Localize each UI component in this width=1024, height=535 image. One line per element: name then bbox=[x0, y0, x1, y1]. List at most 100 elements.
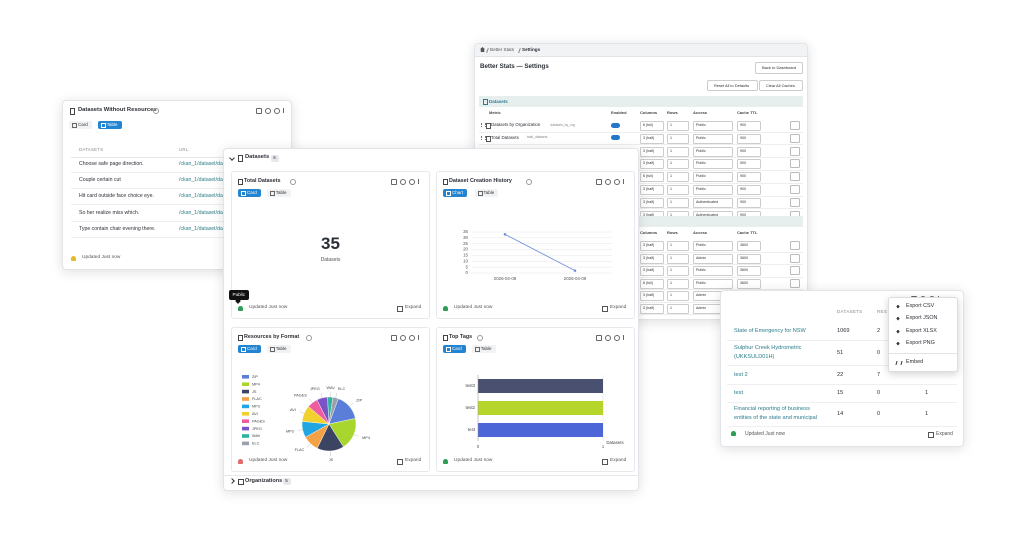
select[interactable]: 1 bbox=[667, 185, 689, 195]
breadcrumb[interactable]: Better Stats bbox=[490, 47, 515, 52]
select-value[interactable]: 3 (half) bbox=[643, 293, 655, 297]
select-value[interactable]: 6 (full) bbox=[643, 123, 653, 127]
view-tab[interactable]: Table bbox=[471, 345, 496, 353]
select-value[interactable]: 1 bbox=[670, 280, 672, 285]
expand-button[interactable]: Expand bbox=[610, 305, 627, 310]
select[interactable]: 900 bbox=[737, 172, 761, 183]
select[interactable]: 1 bbox=[667, 159, 689, 170]
select-value[interactable]: 3600 bbox=[740, 255, 748, 260]
button-label[interactable]: Back to Dashboard bbox=[762, 65, 797, 70]
tab-label[interactable]: Table bbox=[275, 346, 287, 351]
select[interactable]: Public bbox=[693, 159, 733, 170]
select-value[interactable]: 1 bbox=[670, 123, 672, 127]
select[interactable]: 3 (half) bbox=[640, 133, 664, 144]
reset-button[interactable]: Reset All to Defaults bbox=[707, 80, 758, 91]
toolbar-icon[interactable] bbox=[409, 335, 415, 341]
dataset-url[interactable]: /ckan_1/dataset/da bbox=[179, 177, 223, 184]
select-value[interactable]: Public bbox=[696, 148, 706, 153]
select-value[interactable]: 1 bbox=[670, 161, 672, 166]
select-value[interactable]: Admin bbox=[696, 255, 707, 260]
select-value[interactable]: 6 (full) bbox=[643, 174, 653, 179]
tab-label[interactable]: Table bbox=[483, 190, 495, 195]
toolbar-icon[interactable] bbox=[409, 179, 415, 185]
select[interactable]: 3 (half) bbox=[640, 159, 664, 170]
tab-label[interactable]: Card bbox=[452, 346, 462, 351]
edit-button[interactable] bbox=[790, 241, 800, 250]
dataset-url[interactable]: /ckan_1/dataset/da bbox=[179, 225, 223, 232]
select[interactable]: 3600 bbox=[737, 241, 761, 251]
select-value[interactable]: 3 (half) bbox=[643, 243, 655, 247]
select-value[interactable]: 900 bbox=[740, 148, 746, 153]
select[interactable]: 900 bbox=[737, 146, 761, 157]
select-value[interactable]: Public bbox=[696, 123, 706, 127]
toolbar-icon[interactable] bbox=[605, 179, 611, 185]
edit-button[interactable] bbox=[790, 172, 800, 182]
select-value[interactable]: 1 bbox=[670, 255, 672, 260]
edit-button[interactable] bbox=[790, 133, 800, 143]
toolbar-icon[interactable] bbox=[400, 335, 406, 341]
select-value[interactable]: Public bbox=[696, 187, 706, 191]
select[interactable]: Public bbox=[693, 185, 733, 195]
select-value[interactable]: Public bbox=[696, 268, 706, 272]
select[interactable]: 900 bbox=[737, 133, 761, 144]
button-label[interactable]: Clear All Caches bbox=[766, 82, 795, 88]
select[interactable]: 3 (half) bbox=[640, 303, 664, 314]
select-value[interactable]: 1 bbox=[670, 212, 672, 217]
tab-label[interactable]: Card bbox=[247, 190, 257, 195]
edit-button[interactable] bbox=[790, 159, 800, 169]
select[interactable]: 900 bbox=[737, 121, 761, 131]
toolbar-icon[interactable] bbox=[605, 335, 611, 341]
tab-label[interactable]: Table bbox=[275, 190, 287, 195]
select[interactable]: 1 bbox=[667, 133, 689, 144]
select[interactable]: 1 bbox=[667, 241, 689, 251]
select-value[interactable]: Authenticated bbox=[696, 212, 718, 217]
menu-item[interactable]: Embed bbox=[906, 359, 924, 365]
toolbar-icon[interactable] bbox=[623, 335, 624, 340]
select-value[interactable]: 1 bbox=[670, 135, 672, 140]
expand-button[interactable]: Expand bbox=[936, 431, 953, 437]
select-value[interactable]: Public bbox=[696, 243, 706, 247]
expand-button[interactable]: Expand bbox=[610, 458, 627, 463]
select-value[interactable]: Admin bbox=[696, 305, 707, 310]
toolbar-icon[interactable] bbox=[614, 335, 620, 341]
toolbar-icon[interactable] bbox=[418, 335, 419, 340]
select[interactable]: Admin bbox=[693, 253, 733, 264]
select-value[interactable]: 1 bbox=[670, 148, 672, 153]
clear-button[interactable]: Clear All Caches bbox=[759, 80, 803, 91]
select[interactable]: 1 bbox=[667, 146, 689, 157]
menu-item[interactable]: Export CSV bbox=[906, 303, 935, 309]
select-value[interactable]: Admin bbox=[696, 293, 707, 297]
select[interactable]: Public bbox=[693, 121, 733, 131]
tab-label[interactable]: Table bbox=[106, 122, 118, 127]
select-value[interactable]: 900 bbox=[740, 199, 746, 204]
select[interactable]: 900 bbox=[737, 159, 761, 170]
select-value[interactable]: 3 (half) bbox=[643, 268, 655, 272]
select[interactable]: 3600 bbox=[737, 253, 761, 264]
dataset-link[interactable]: test 2 bbox=[734, 372, 748, 378]
menu-item[interactable]: Export XLSX bbox=[906, 328, 937, 334]
select-value[interactable]: Public bbox=[696, 174, 706, 179]
view-tab[interactable]: Table bbox=[266, 345, 291, 353]
select[interactable]: 3600 bbox=[737, 266, 761, 276]
select-value[interactable]: 3 (half) bbox=[643, 212, 655, 217]
select[interactable]: 6 (full) bbox=[640, 121, 664, 131]
select[interactable]: 1 bbox=[667, 121, 689, 131]
dataset-url[interactable]: /ckan_1/dataset/da bbox=[179, 161, 223, 167]
toolbar-icon[interactable] bbox=[623, 179, 624, 184]
toolbar-icon[interactable] bbox=[283, 108, 284, 113]
select-value[interactable]: Authenticated bbox=[696, 199, 718, 204]
edit-button[interactable] bbox=[790, 266, 800, 275]
select-value[interactable]: 1 bbox=[670, 174, 672, 179]
edit-button[interactable] bbox=[790, 278, 800, 288]
dataset-link[interactable]: (UKKSULD01H) bbox=[734, 354, 775, 360]
select[interactable]: 3 (half) bbox=[640, 253, 664, 264]
select-value[interactable]: 3600 bbox=[740, 268, 748, 272]
select[interactable]: Public bbox=[693, 133, 733, 144]
select[interactable]: 1 bbox=[667, 291, 689, 301]
select-value[interactable]: Public bbox=[696, 280, 706, 285]
tab-label[interactable]: Card bbox=[78, 122, 88, 127]
select[interactable]: Public bbox=[693, 278, 733, 289]
back-button[interactable]: Back to Dashboard bbox=[755, 62, 803, 74]
toolbar-icon[interactable] bbox=[391, 335, 397, 341]
select-value[interactable]: 3 (half) bbox=[643, 135, 655, 140]
